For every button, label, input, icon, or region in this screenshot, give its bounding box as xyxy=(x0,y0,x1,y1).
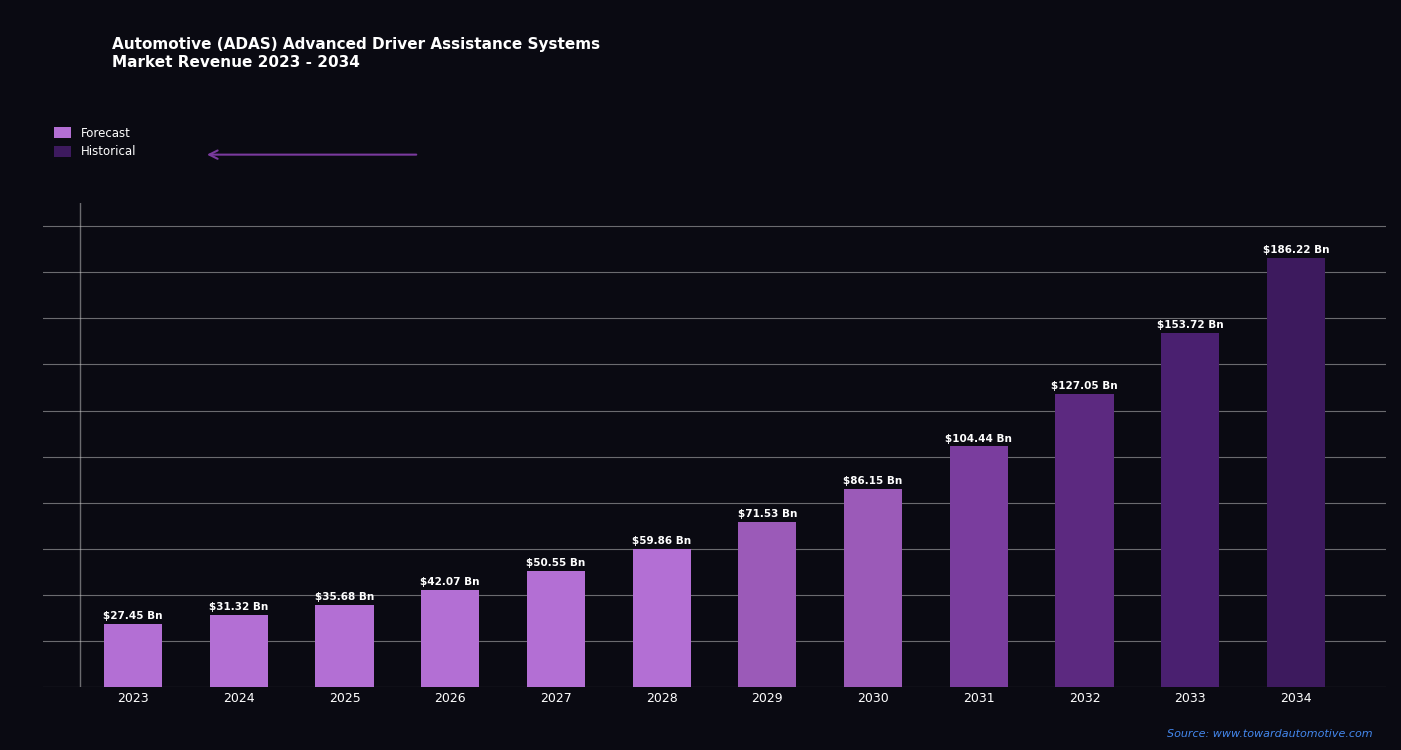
Bar xyxy=(950,446,1007,687)
Text: $104.44 Bn: $104.44 Bn xyxy=(946,433,1012,443)
Bar xyxy=(738,522,796,687)
Bar xyxy=(527,571,586,687)
Text: $31.32 Bn: $31.32 Bn xyxy=(209,602,269,612)
Text: Source: www.towardautomotive.com: Source: www.towardautomotive.com xyxy=(1167,729,1373,739)
Text: $153.72 Bn: $153.72 Bn xyxy=(1157,320,1223,330)
Text: $59.86 Bn: $59.86 Bn xyxy=(632,536,691,547)
Bar xyxy=(1055,394,1114,687)
Text: Automotive (ADAS) Advanced Driver Assistance Systems
Market Revenue 2023 - 2034: Automotive (ADAS) Advanced Driver Assist… xyxy=(112,38,600,70)
Text: $35.68 Bn: $35.68 Bn xyxy=(315,592,374,602)
Text: $42.07 Bn: $42.07 Bn xyxy=(420,578,481,587)
Bar xyxy=(210,615,268,687)
Bar xyxy=(422,590,479,687)
Text: $71.53 Bn: $71.53 Bn xyxy=(738,509,797,520)
Bar xyxy=(1161,333,1219,687)
Bar xyxy=(315,605,374,687)
Legend: Forecast, Historical: Forecast, Historical xyxy=(49,122,142,164)
Text: $186.22 Bn: $186.22 Bn xyxy=(1262,245,1330,255)
Text: $50.55 Bn: $50.55 Bn xyxy=(527,558,586,568)
Bar xyxy=(1267,258,1325,687)
Text: $127.05 Bn: $127.05 Bn xyxy=(1051,382,1118,392)
Bar xyxy=(104,624,163,687)
Bar xyxy=(633,549,691,687)
Text: $86.15 Bn: $86.15 Bn xyxy=(843,476,902,486)
Bar xyxy=(843,488,902,687)
Text: $27.45 Bn: $27.45 Bn xyxy=(104,611,163,621)
